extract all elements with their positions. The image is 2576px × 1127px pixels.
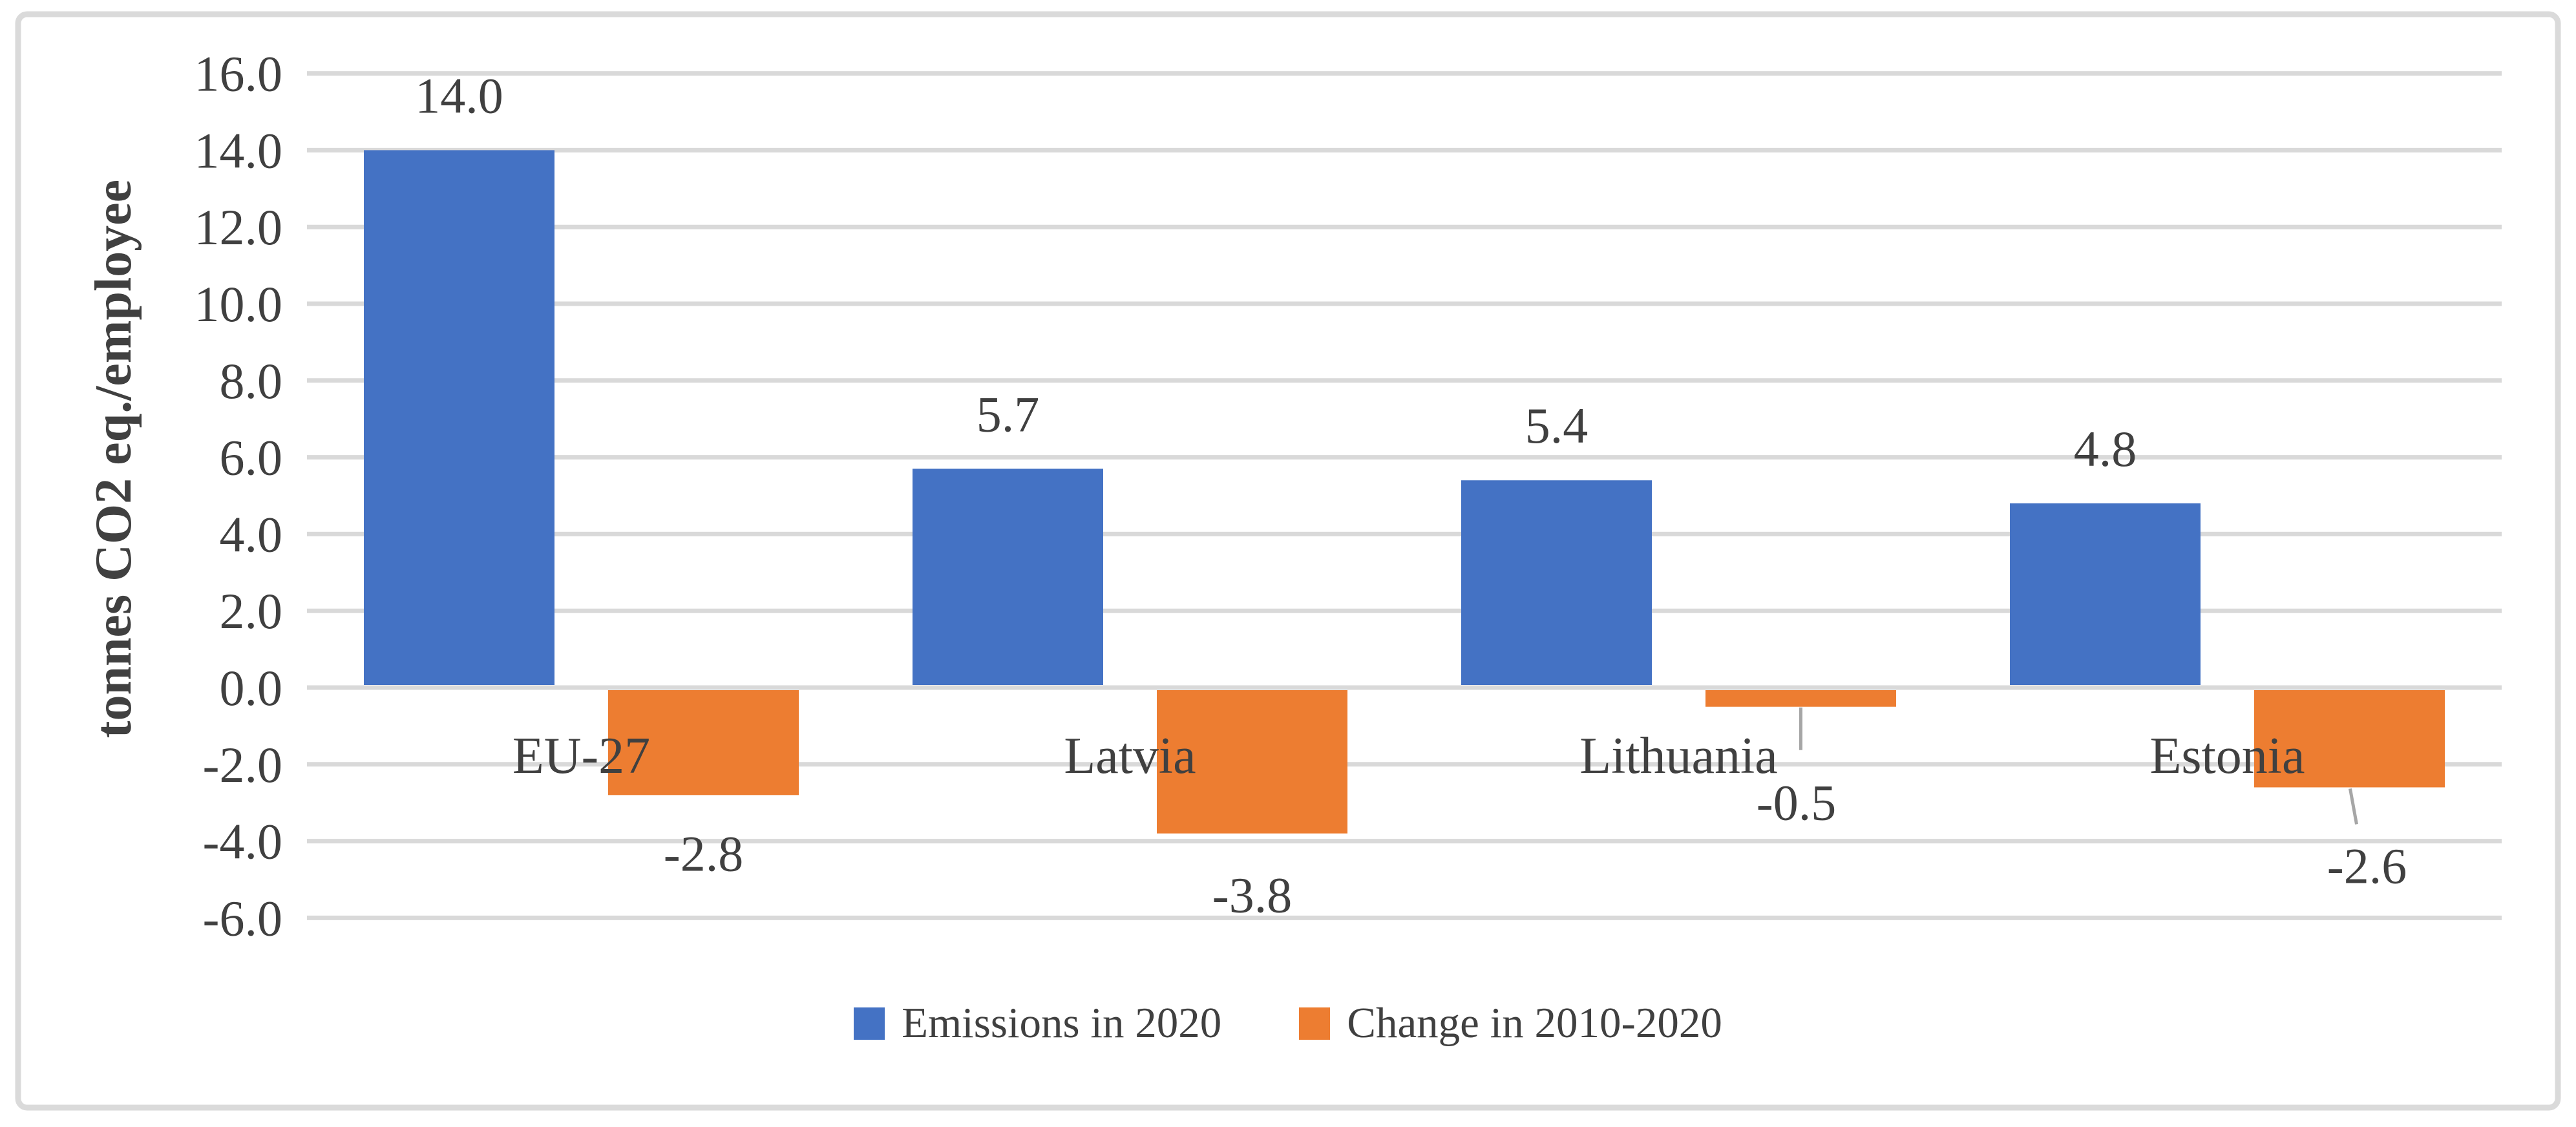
data-label-change: -0.5 — [1757, 775, 1836, 831]
data-label-emissions: 4.8 — [2074, 421, 2137, 477]
bar-emissions-eu-27 — [364, 150, 554, 685]
x-axis-category-label: EU-27 — [512, 728, 650, 785]
data-label-leader-line — [2349, 788, 2358, 825]
data-label-emissions: 14.0 — [415, 67, 503, 123]
legend-swatch-icon — [1299, 1007, 1331, 1040]
x-axis-category-label: Estonia — [2150, 728, 2305, 785]
y-axis-tick-label: 4.0 — [220, 506, 283, 562]
figure-border — [15, 11, 2561, 1111]
y-axis-tick-label: 6.0 — [220, 430, 283, 486]
bar-change-lithuania — [1705, 690, 1896, 707]
legend-label: Change in 2010-2020 — [1347, 999, 1722, 1047]
y-axis-tick-label: 16.0 — [195, 46, 283, 102]
x-axis-category-label: Latvia — [1064, 728, 1196, 785]
y-axis-tick-label: 10.0 — [195, 276, 283, 332]
chart-legend: Emissions in 2020 Change in 2010-2020 — [0, 998, 2576, 1048]
x-axis-category-label: Lithuania — [1579, 728, 1778, 785]
bar-emissions-lithuania — [1461, 480, 1652, 685]
data-label-emissions: 5.7 — [977, 386, 1040, 442]
y-axis-title: tonnes CO2 eq./employee — [85, 180, 142, 738]
data-label-change: -3.8 — [1212, 867, 1292, 923]
legend-item-change: Change in 2010-2020 — [1299, 998, 1722, 1048]
legend-label: Emissions in 2020 — [902, 999, 1222, 1047]
bar-change-estonia — [2254, 690, 2445, 788]
legend-item-emissions: Emissions in 2020 — [854, 998, 1221, 1048]
y-axis-tick-label: -2.0 — [203, 737, 282, 793]
bar-change-eu-27 — [608, 690, 799, 795]
bar-emissions-latvia — [913, 469, 1103, 685]
y-axis-tick-label: -6.0 — [203, 890, 282, 946]
data-label-emissions: 5.4 — [1525, 397, 1589, 454]
y-axis-tick-label: 14.0 — [195, 122, 283, 178]
y-axis-tick-label: 0.0 — [220, 660, 283, 716]
bar-emissions-estonia — [2010, 503, 2201, 685]
bar-change-latvia — [1157, 690, 1347, 834]
y-axis-tick-label: -4.0 — [203, 814, 282, 870]
y-axis-tick-label: 2.0 — [220, 583, 283, 639]
y-axis-tick-label: 12.0 — [195, 199, 283, 255]
data-label-change: -2.8 — [664, 825, 743, 881]
legend-swatch-icon — [854, 1007, 885, 1040]
data-label-change: -2.6 — [2327, 837, 2407, 894]
y-axis-tick-label: 8.0 — [220, 353, 283, 409]
